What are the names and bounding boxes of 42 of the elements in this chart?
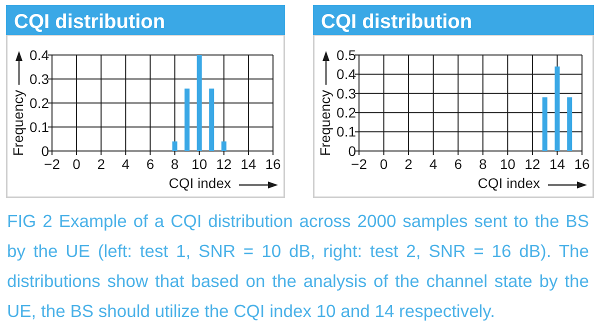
y-tick-label: 0.4: [336, 66, 356, 82]
bar: [209, 88, 214, 151]
y-axis-title: Frequency: [10, 90, 26, 156]
bar: [221, 141, 226, 151]
x-tick-label: 6: [454, 156, 462, 172]
x-tick-label: 14: [549, 156, 566, 172]
x-tick-label: 10: [500, 156, 516, 172]
y-tick-label: 0.1: [336, 124, 356, 140]
x-tick-label: 14: [240, 156, 256, 172]
y-tick-label: 0.2: [30, 94, 50, 111]
y-tick-label: 0.3: [30, 70, 50, 87]
caption: FIG 2 Example of a CQI distribution across 2000 samples sent to the BS by the UE (left: test 1, SNR = 10 dB, right: test 2, SNR = 16 dB). The distributions show that based on the analysis of the channel state by the UE, the BS should utilize the CQI index 10 and 14 respectively.: [7, 210, 589, 323]
bar: [184, 88, 190, 151]
x-tick-label: 8: [478, 156, 487, 172]
x-tick-label: 0: [380, 156, 388, 172]
y-tick-label: 0.5: [336, 46, 356, 63]
y-tick-label: 0: [41, 142, 50, 159]
chart-title: CQI distribution: [14, 11, 166, 33]
x-tick-label: 16: [574, 156, 590, 172]
chart-title: CQI distribution: [321, 11, 472, 33]
x-axis-title: CQI index: [168, 175, 231, 191]
x-tick-label: 2: [97, 156, 106, 172]
x-tick-label: −2: [44, 156, 60, 172]
y-axis-title: Frequency: [316, 90, 333, 156]
x-tick-label: 16: [265, 156, 281, 172]
x-tick-label: 6: [146, 156, 154, 172]
y-tick-label: 0.4: [30, 46, 50, 63]
x-tick-label: −2: [351, 156, 368, 172]
x-tick-label: 2: [404, 156, 413, 172]
y-tick-label: 0.1: [30, 118, 50, 135]
y-tick-label: 0: [348, 142, 356, 159]
x-tick-label: 4: [122, 156, 130, 172]
x-axis-title: CQI index: [478, 175, 540, 191]
x-tick-label: 8: [170, 156, 179, 172]
y-tick-label: 0.3: [336, 85, 356, 102]
x-tick-label: 12: [524, 156, 540, 172]
bar: [172, 141, 178, 151]
x-tick-label: 12: [216, 156, 232, 172]
x-tick-label: 10: [192, 156, 208, 172]
x-tick-label: 4: [429, 156, 438, 172]
y-tick-label: 0.2: [336, 104, 356, 120]
x-tick-label: 0: [72, 156, 81, 172]
